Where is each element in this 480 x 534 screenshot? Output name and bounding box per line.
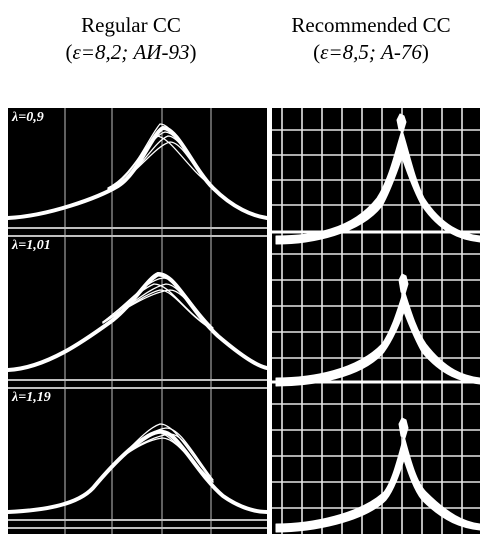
right-panel-title: Recommended CC: [291, 13, 451, 37]
right-panel-header: Recommended CC (ε=8,5; А-76): [262, 12, 480, 66]
lambda-label-2: λ=1,01: [10, 238, 54, 255]
left-eps-label: ε=: [72, 40, 95, 64]
left-panel-subtitle: (ε=8,2; АИ-93): [65, 40, 197, 64]
left-oscillogram-traces: [8, 108, 267, 534]
lambda-label-1: λ=0,9: [10, 110, 47, 127]
right-eps-value: 8,5; А-76: [342, 40, 422, 64]
right-oscillogram-traces: [272, 108, 480, 534]
right-oscillogram: [272, 108, 480, 534]
left-eps-value: 8,2; АИ-93: [94, 40, 190, 64]
right-eps-label: ε=: [320, 40, 343, 64]
lambda-label-3: λ=1,19: [10, 390, 54, 407]
right-panel-subtitle: (ε=8,5; А-76): [313, 40, 429, 64]
left-panel-title: Regular CC: [81, 13, 181, 37]
left-oscillogram: λ=0,9 λ=1,01 λ=1,19: [8, 108, 267, 534]
left-panel-header: Regular CC (ε=8,2; АИ-93): [0, 12, 262, 66]
